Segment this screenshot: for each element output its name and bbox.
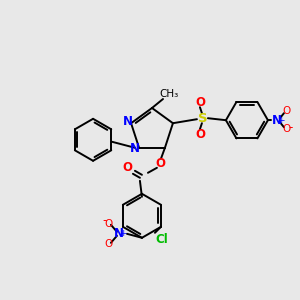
Text: O: O	[195, 128, 205, 141]
Text: O: O	[283, 106, 291, 116]
Text: N: N	[114, 227, 124, 240]
Text: -: -	[103, 214, 107, 227]
Text: N: N	[130, 142, 140, 155]
Text: +: +	[119, 229, 127, 238]
Text: O: O	[195, 96, 205, 109]
Text: O: O	[105, 239, 113, 249]
Text: N: N	[272, 114, 282, 127]
Text: S: S	[198, 112, 208, 125]
Text: O: O	[105, 219, 113, 229]
Text: O: O	[155, 157, 165, 170]
Text: Cl: Cl	[156, 233, 168, 246]
Text: +: +	[277, 116, 285, 125]
Text: O: O	[122, 161, 132, 174]
Text: O: O	[283, 124, 291, 134]
Text: N: N	[123, 115, 133, 128]
Text: CH₃: CH₃	[159, 89, 178, 99]
Text: -: -	[289, 121, 293, 134]
